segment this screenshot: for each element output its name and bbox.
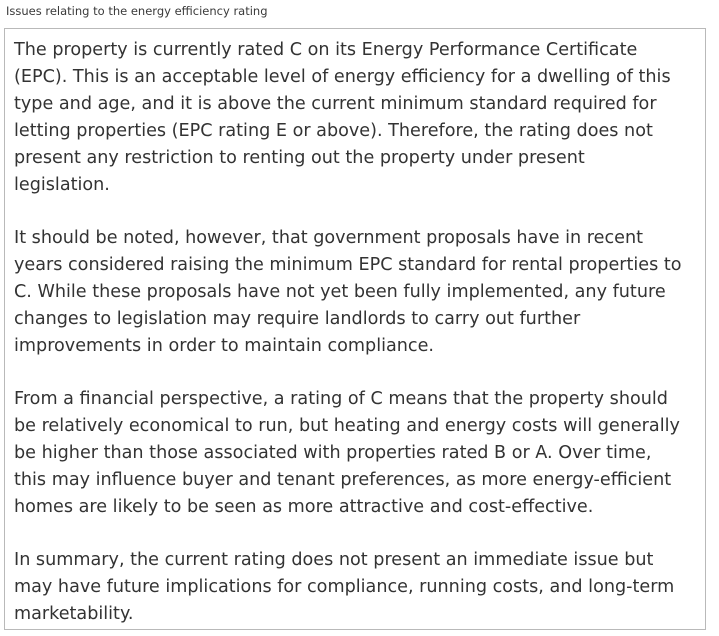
paragraph-3: From a financial perspective, a rating o… <box>14 389 680 517</box>
paragraph-1: The property is currently rated C on its… <box>14 40 671 195</box>
paragraph-2: It should be noted, however, that govern… <box>14 228 682 356</box>
paragraph-4: In summary, the current rating does not … <box>14 550 675 624</box>
energy-rating-issues-textarea[interactable]: The property is currently rated C on its… <box>4 28 706 630</box>
field-label: Issues relating to the energy efficiency… <box>6 4 268 18</box>
